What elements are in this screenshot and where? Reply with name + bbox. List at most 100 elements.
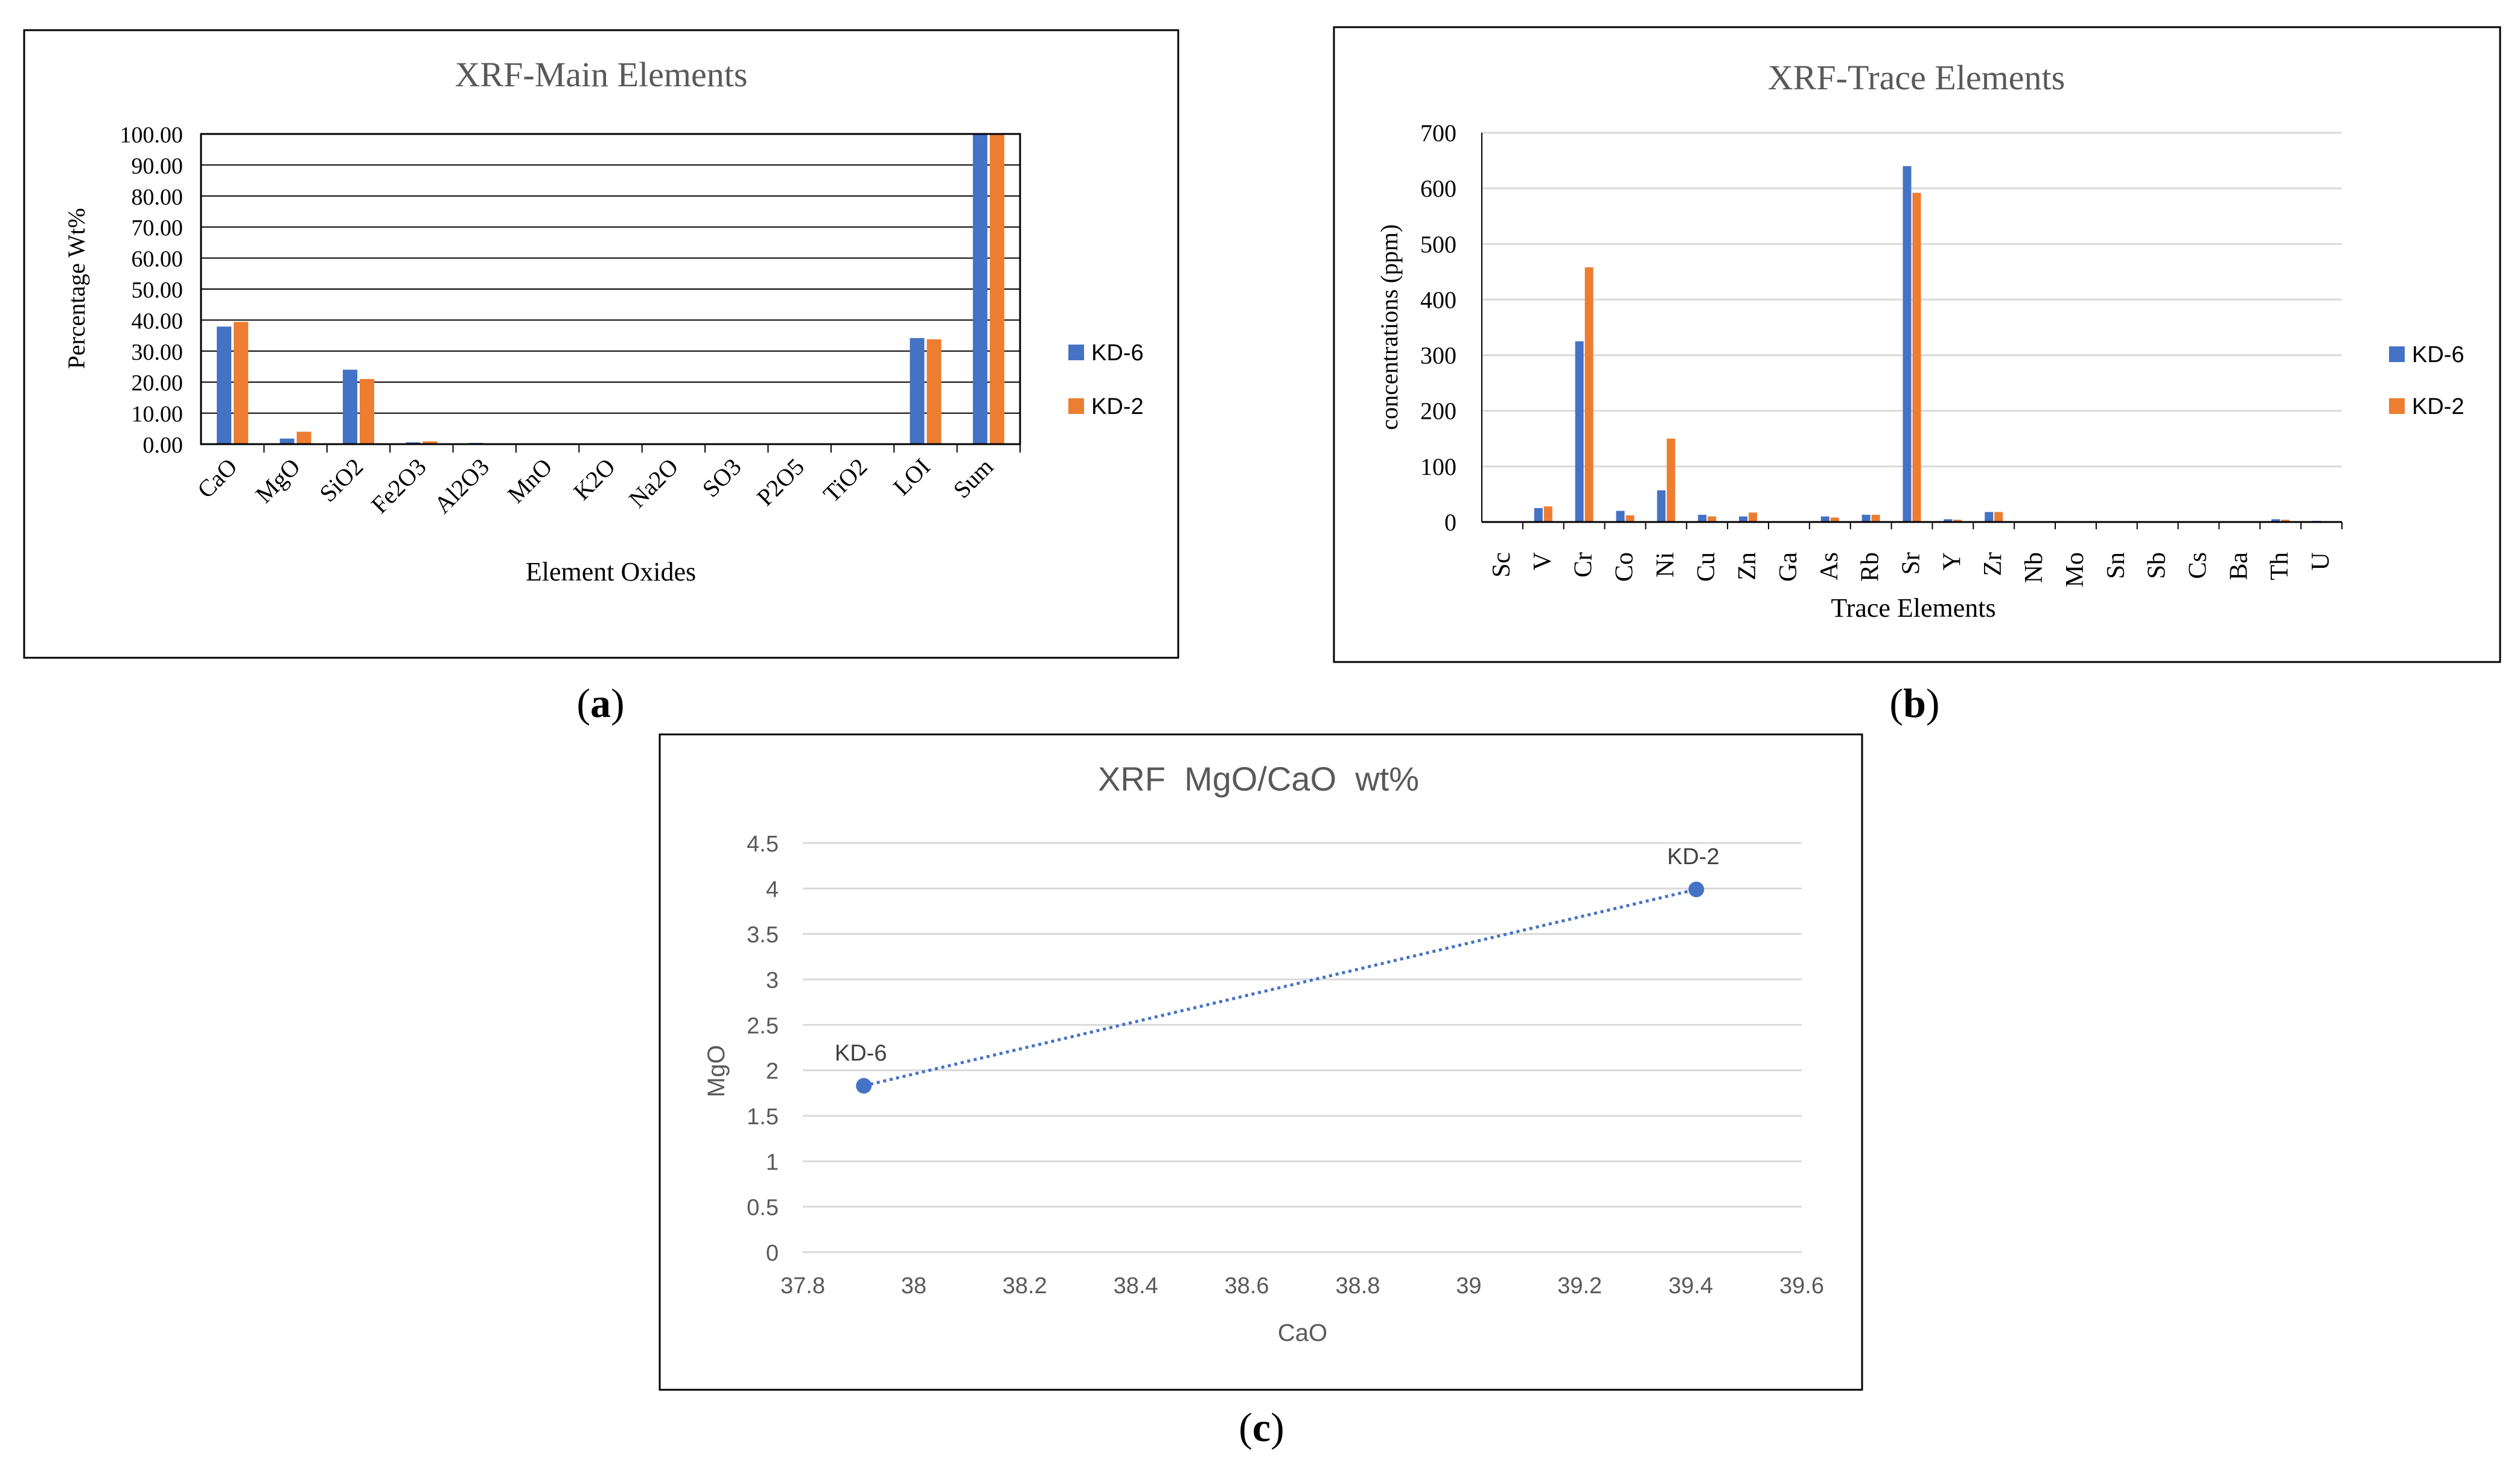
panel-a-legend-kd6: KD-6: [1091, 340, 1144, 366]
panel-a-bar-kd-2-sio2: [359, 379, 374, 444]
panel-b-bar-kd-2-th: [2281, 520, 2290, 522]
panel-b-x-tick-label: Th: [2266, 552, 2294, 581]
panel-b-x-tick-label: Cu: [1692, 552, 1720, 582]
panel-c-x-tick-label: 37.8: [780, 1273, 825, 1299]
panel-b-x-tick-label: Sn: [2102, 552, 2130, 579]
panel-b-bar-kd-2-zn: [1749, 512, 1758, 522]
panel-b-trace-elements: XRF-Trace Elements 0 100 200 300 400 500 600 70…: [1333, 26, 2501, 726]
panel-c-y-axis-label: MgO: [703, 1045, 730, 1098]
panel-c-y-tick-label: 4.5: [747, 832, 779, 857]
panel-c-y-tick-label: 2: [766, 1059, 779, 1084]
panel-a-y-axis-label: Percentage Wt%: [63, 208, 90, 369]
panel-c-mgo-cao: XRF MgO/CaO wt% 0 0.5 1 1.5 2 2.5 3 3.5 4 4.5 37.…: [659, 733, 1863, 1450]
panel-b-bar-kd-6-zn: [1739, 516, 1748, 522]
panel-b-y-tick-label: 300: [1420, 342, 1456, 369]
panel-b-y-tick-label: 700: [1420, 119, 1456, 147]
panel-b-bar-kd-2-ni: [1667, 438, 1676, 522]
panel-c-y-tick-label: 0: [766, 1241, 779, 1266]
panel-b-legend-swatch-kd6: [2389, 346, 2405, 362]
panel-a-legend-swatch-kd2: [1068, 398, 1084, 414]
panel-b-x-tick-label: Sc: [1488, 552, 1516, 578]
panel-b-x-tick-label: Ni: [1651, 552, 1679, 578]
panel-a-main-elements: XRF-Main Elements 0.00 10.00 20.00 30.00 40.…: [23, 29, 1179, 726]
panel-b-x-tick-label: Ba: [2225, 552, 2253, 581]
panel-b-bar-kd-2-v: [1543, 506, 1552, 522]
panel-b-x-tick-label: U: [2307, 552, 2335, 570]
panel-c-letter: c: [1252, 1404, 1271, 1450]
panel-c-title: XRF MgO/CaO wt%: [1098, 760, 1419, 798]
panel-b-bar-kd-2-cu: [1708, 516, 1717, 522]
panel-b-y-tick-label: 200: [1420, 398, 1456, 425]
panel-b-x-tick-label: V: [1529, 552, 1557, 570]
panel-c-x-tick-label: 38.6: [1225, 1273, 1269, 1299]
panel-b-bar-kd-6-sr: [1903, 166, 1912, 522]
panel-b-x-tick-label: Ga: [1775, 552, 1802, 582]
panel-b-bar-kd-2-cr: [1584, 267, 1593, 522]
panel-a-y-tick-label: 60.00: [132, 247, 183, 272]
panel-c-point-kd-2: [1688, 881, 1705, 897]
panel-a-plot-area: [200, 133, 1021, 445]
panel-b-bar-kd-6-ni: [1657, 490, 1666, 522]
panel-a-bar-kd-6-mgo: [279, 438, 295, 444]
panel-b-x-tick-label: Sb: [2143, 552, 2171, 579]
panel-b-y-tick-label: 0: [1444, 509, 1456, 536]
panel-c-point-kd-6: [856, 1078, 872, 1094]
panel-a-y-tick-label: 50.00: [132, 278, 183, 303]
panel-b-bar-kd-2-as: [1830, 517, 1839, 522]
panel-b-x-tick-label: Cr: [1570, 552, 1598, 578]
panel-a-x-axis-label: Element Oxides: [526, 557, 696, 587]
panel-b-y-tick-label: 400: [1420, 286, 1456, 313]
panel-a-y-tick-label: 10.00: [132, 402, 183, 427]
panel-b-legend-kd2: KD-2: [2412, 394, 2464, 419]
panel-b-bar-kd-6-cu: [1698, 515, 1707, 522]
panel-c-x-tick-label: 39.6: [1779, 1273, 1824, 1299]
panel-b-x-tick-label: As: [1816, 552, 1843, 581]
panel-c-y-tick-label: 0.5: [747, 1195, 779, 1221]
panel-b-x-tick-label: Y: [1938, 552, 1966, 570]
panel-c-x-tick-label: 39: [1456, 1273, 1481, 1299]
panel-b-legend: KD-6 KD-2: [2389, 342, 2464, 419]
panel-b-letter: b: [1903, 680, 1926, 726]
panel-b-label: (b): [1889, 680, 1939, 726]
panel-c-x-tick-label: 38.2: [1003, 1273, 1047, 1299]
panel-c-y-tick-label: 1.5: [747, 1104, 779, 1130]
panel-b-bar-kd-2-rb: [1871, 515, 1880, 522]
panel-c-x-tick-label: 38: [901, 1273, 927, 1299]
panel-c-label: (c): [1239, 1404, 1284, 1450]
panel-c-y-tick-label: 1: [766, 1150, 779, 1175]
panel-c-x-axis-label: CaO: [1278, 1320, 1327, 1346]
panel-a-title: XRF-Main Elements: [455, 55, 748, 94]
panel-b-bar-kd-2-zr: [1994, 512, 2003, 522]
panel-c-x-tick-label: 39.4: [1668, 1273, 1713, 1299]
panel-b-bar-kd-2-co: [1625, 515, 1635, 522]
panel-b-x-tick-label: Cs: [2184, 552, 2212, 579]
panel-b-y-axis-label: concentrations (ppm): [1376, 224, 1403, 430]
panel-a-y-tick-label: 70.00: [132, 215, 183, 241]
panel-c-point-label-kd-2: KD-2: [1667, 844, 1720, 870]
panel-a-label: (a): [576, 680, 624, 726]
panel-a-bar-kd-6-sum: [972, 134, 987, 444]
panel-b-x-tick-label: Zn: [1734, 552, 1761, 581]
panel-b-bar-kd-6-rb: [1861, 515, 1871, 522]
panel-a-y-tick-label: 80.00: [132, 185, 183, 210]
panel-b-bar-kd-2-sr: [1912, 193, 1921, 522]
panel-c-y-tick-label: 3: [766, 968, 779, 993]
panel-a-letter: a: [590, 680, 611, 726]
panel-c-x-tick-label: 39.2: [1557, 1273, 1602, 1299]
panel-b-x-axis-label: Trace Elements: [1831, 593, 1995, 623]
panel-a-bar-kd-2-fe2o3: [423, 441, 438, 444]
panel-c-y-tick-label: 2.5: [747, 1013, 779, 1039]
panel-b-bar-kd-6-as: [1820, 516, 1829, 522]
panel-c-x-tick-label: 38.8: [1335, 1273, 1380, 1299]
panel-a-y-tick-label: 90.00: [132, 153, 183, 179]
panel-b-title: XRF-Trace Elements: [1768, 58, 2065, 97]
panel-a-y-tick-label: 40.00: [132, 308, 183, 334]
panel-a-y-tick-label: 0.00: [143, 433, 183, 458]
panel-b-x-tick-label: Co: [1611, 552, 1639, 582]
panel-b-bar-kd-6-v: [1534, 508, 1543, 522]
panel-b-bar-kd-6-th: [2271, 519, 2280, 522]
panel-a-bar-kd-6-sio2: [342, 369, 357, 444]
panel-a-bar-kd-2-mgo: [296, 431, 311, 444]
panel-a-bar-kd-6-loi: [910, 338, 925, 444]
